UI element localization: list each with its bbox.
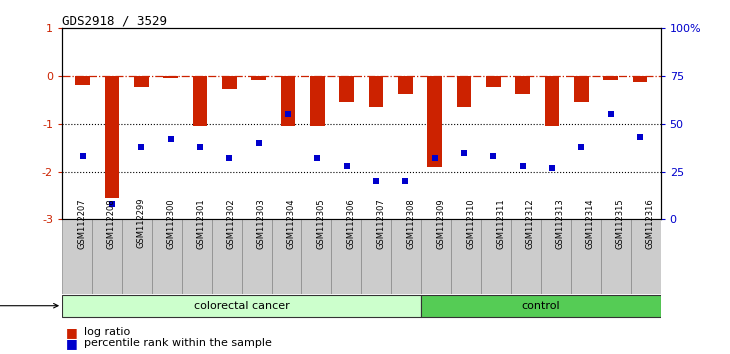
Bar	[511, 219, 541, 294]
Text: GSM112311: GSM112311	[496, 198, 505, 249]
Bar	[62, 219, 92, 294]
Text: GSM112301: GSM112301	[197, 198, 206, 249]
Bar	[633, 76, 648, 82]
Bar	[222, 76, 237, 90]
Bar	[331, 219, 361, 294]
Bar	[164, 76, 178, 79]
Text: GSM112299: GSM112299	[137, 198, 146, 249]
Bar	[75, 76, 90, 85]
Bar	[92, 219, 122, 294]
Text: ■: ■	[66, 337, 77, 350]
Bar	[391, 219, 421, 294]
Bar	[212, 219, 242, 294]
Text: log ratio: log ratio	[84, 327, 130, 337]
Text: GSM112306: GSM112306	[346, 198, 356, 249]
Text: GSM112313: GSM112313	[556, 198, 565, 249]
Text: percentile rank within the sample: percentile rank within the sample	[84, 338, 272, 348]
Bar	[451, 219, 481, 294]
Text: ■: ■	[66, 326, 77, 338]
Text: GSM112316: GSM112316	[646, 198, 655, 249]
Bar	[182, 219, 212, 294]
Bar	[486, 76, 501, 87]
Text: GSM112208: GSM112208	[107, 198, 116, 249]
Bar	[398, 76, 412, 94]
Text: GSM112300: GSM112300	[166, 198, 176, 249]
Text: GSM112303: GSM112303	[257, 198, 266, 249]
Text: GSM112314: GSM112314	[586, 198, 595, 249]
Bar	[361, 219, 391, 294]
Bar	[193, 76, 207, 126]
Text: GSM112312: GSM112312	[526, 198, 535, 249]
Bar	[122, 219, 152, 294]
Text: disease state: disease state	[0, 301, 58, 311]
Text: GSM112315: GSM112315	[616, 198, 625, 249]
Bar	[631, 219, 661, 294]
Bar	[457, 76, 472, 107]
Text: GSM112207: GSM112207	[77, 198, 86, 249]
Text: GSM112302: GSM112302	[227, 198, 236, 249]
Text: GSM112304: GSM112304	[287, 198, 296, 249]
Bar	[62, 295, 421, 318]
Bar	[421, 295, 661, 318]
Text: GSM112305: GSM112305	[317, 198, 326, 249]
Bar	[421, 219, 451, 294]
Text: control: control	[522, 301, 560, 311]
Bar	[427, 76, 442, 167]
Bar	[369, 76, 383, 107]
Bar	[515, 76, 530, 94]
Text: GDS2918 / 3529: GDS2918 / 3529	[62, 14, 167, 27]
Bar	[571, 219, 601, 294]
Bar	[301, 219, 331, 294]
Bar	[251, 76, 266, 80]
Bar	[541, 219, 571, 294]
Bar	[134, 76, 149, 87]
Bar	[104, 76, 119, 198]
Bar	[272, 219, 301, 294]
Bar	[481, 219, 511, 294]
Bar	[280, 76, 296, 126]
Text: GSM112307: GSM112307	[377, 198, 385, 249]
Bar	[604, 76, 618, 80]
Bar	[545, 76, 559, 126]
Bar	[310, 76, 325, 126]
Text: GSM112309: GSM112309	[437, 198, 445, 249]
Text: colorectal cancer: colorectal cancer	[193, 301, 290, 311]
Text: GSM112308: GSM112308	[406, 198, 415, 249]
Text: GSM112310: GSM112310	[466, 198, 475, 249]
Bar	[601, 219, 631, 294]
Bar	[152, 219, 182, 294]
Bar	[574, 76, 589, 102]
Bar	[339, 76, 354, 102]
Bar	[242, 219, 272, 294]
